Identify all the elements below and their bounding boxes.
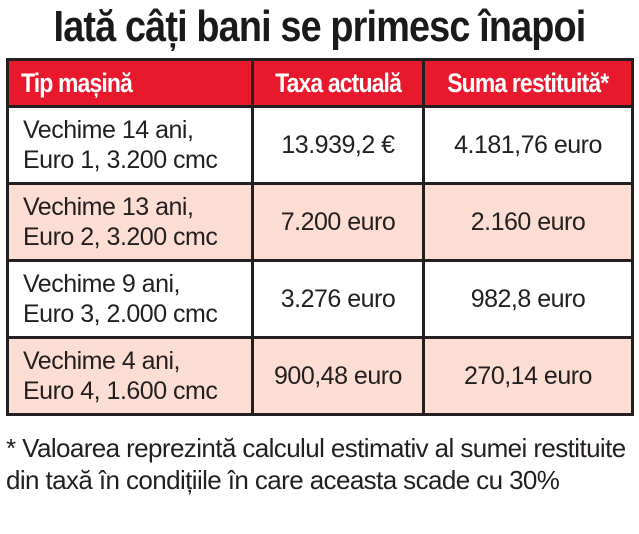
footnote: * Valoarea reprezintă calculul estimativ… xyxy=(6,433,626,495)
table-row: Vechime 13 ani, Euro 2, 3.200 cmc 7.200 e… xyxy=(6,182,634,262)
table-header-row: Tip mașină Taxa actuală Suma restituită* xyxy=(6,58,634,108)
table-row: Vechime 14 ani, Euro 1, 3.200 cmc 13.939,… xyxy=(6,105,634,185)
tax-cell: 900,48 euro xyxy=(251,336,425,416)
header-current-tax: Taxa actuală xyxy=(251,58,425,108)
car-type-cell: Vechime 14 ani, Euro 1, 3.200 cmc xyxy=(6,105,254,185)
car-type-cell: Vechime 13 ani, Euro 2, 3.200 cmc xyxy=(6,182,254,262)
refund-cell: 2.160 euro xyxy=(422,182,634,262)
car-type-cell: Vechime 4 ani, Euro 4, 1.600 cmc xyxy=(6,336,254,416)
table-row: Vechime 9 ani, Euro 3, 2.000 cmc 3.276 eu… xyxy=(6,259,634,339)
refund-cell: 982,8 euro xyxy=(422,259,634,339)
tax-cell: 13.939,2 € xyxy=(251,105,425,185)
tax-cell: 3.276 euro xyxy=(251,259,425,339)
refund-cell: 4.181,76 euro xyxy=(422,105,634,185)
refund-table: Tip mașină Taxa actuală Suma restituită*… xyxy=(6,58,634,416)
page-title: Iată câți bani se primesc înapoi xyxy=(53,2,587,51)
header-refund-amount: Suma restituită* xyxy=(422,58,634,108)
tax-cell: 7.200 euro xyxy=(251,182,425,262)
car-type-cell: Vechime 9 ani, Euro 3, 2.000 cmc xyxy=(6,259,254,339)
header-car-type: Tip mașină xyxy=(6,58,254,108)
table-row: Vechime 4 ani, Euro 4, 1.600 cmc 900,48 e… xyxy=(6,336,634,416)
refund-cell: 270,14 euro xyxy=(422,336,634,416)
